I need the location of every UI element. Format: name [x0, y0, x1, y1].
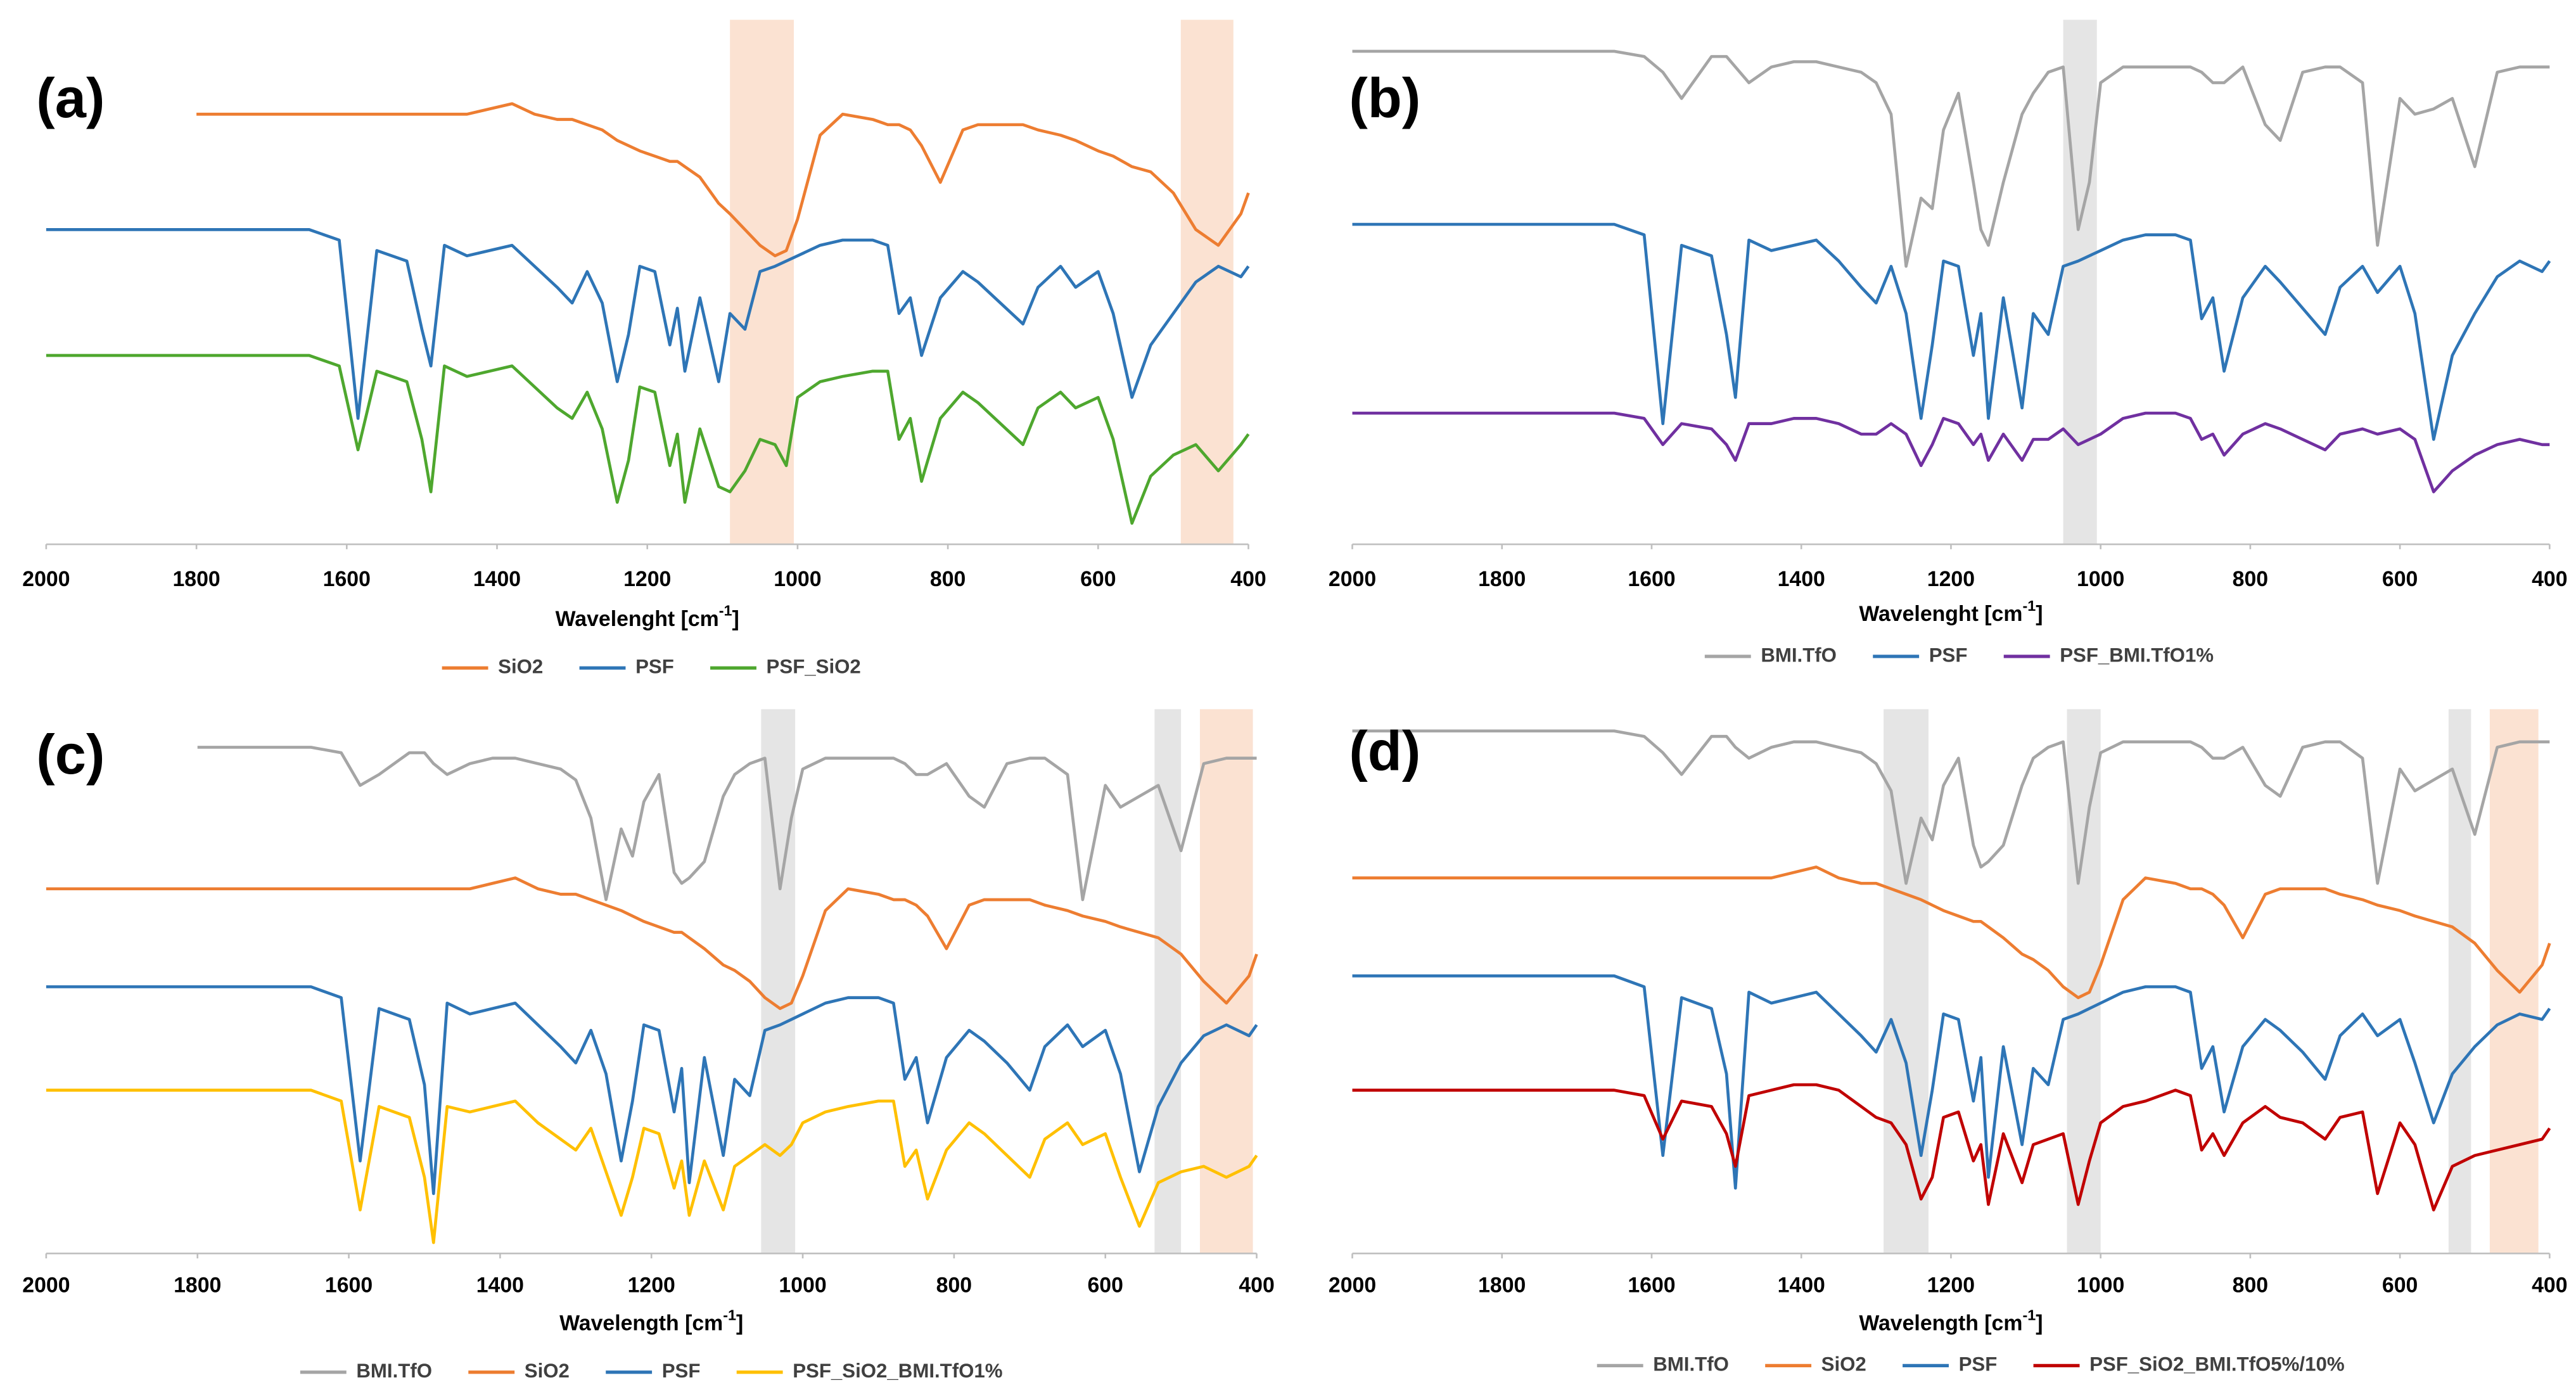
- spectrum-line: [1352, 865, 2551, 999]
- x-tick-label: 600: [1080, 567, 1116, 591]
- spectrum-line: [1352, 49, 2550, 268]
- spectrum-line: [197, 746, 1257, 902]
- x-tick-label: 1000: [2077, 1273, 2124, 1297]
- x-tick-label: 1800: [1478, 1273, 1526, 1297]
- legend-label: SiO2: [1821, 1353, 1866, 1376]
- x-axis-title-end: ]: [2036, 602, 2043, 626]
- x-tick-label: 1200: [628, 1273, 675, 1297]
- x-axis-title-sup: -1: [2022, 1306, 2036, 1323]
- x-axis-title-end: ]: [736, 1311, 743, 1335]
- x-tick-label: 600: [2382, 567, 2418, 591]
- spectrum-line: [1352, 411, 2550, 494]
- panel-label: (d): [1349, 720, 1420, 782]
- legend-label: PSF: [635, 655, 674, 677]
- x-tick-label: 1200: [1927, 1273, 1975, 1297]
- panel-label: (c): [36, 723, 105, 786]
- x-tick-label: 800: [930, 567, 966, 591]
- spectrum-line: [1352, 1083, 2551, 1211]
- legend-label: BMI.TfO: [356, 1360, 432, 1382]
- x-tick-label: 2000: [1329, 567, 1376, 591]
- spectrum-line: [46, 1089, 1258, 1244]
- x-tick-label: 400: [2532, 567, 2567, 591]
- highlight-band: [2489, 709, 2539, 1254]
- spectrum-line: [46, 228, 1250, 420]
- x-axis-title-sup: -1: [2022, 597, 2036, 614]
- x-tick-label: 1800: [174, 1273, 221, 1297]
- legend-label: SiO2: [525, 1360, 570, 1382]
- x-tick-label: 800: [2233, 567, 2268, 591]
- x-axis-title-sup: -1: [719, 603, 732, 619]
- highlight-band: [1154, 709, 1182, 1254]
- legend-label: PSF_SiO2: [767, 655, 861, 677]
- x-tick-label: 1600: [1628, 1273, 1675, 1297]
- legend-label: BMI.TfO: [1653, 1353, 1729, 1376]
- x-tick-label: 1400: [1778, 567, 1825, 591]
- spectrum-line: [1352, 222, 2551, 441]
- x-tick-label: 1800: [1478, 567, 1526, 591]
- x-axis-title-main: Wavelenght [cm: [556, 607, 719, 631]
- x-tick-label: 2000: [22, 567, 70, 591]
- x-tick-label: 1200: [1927, 567, 1975, 591]
- x-tick-label: 1600: [323, 567, 371, 591]
- x-axis-title: Wavelength [cm-1]: [1859, 1306, 2043, 1335]
- x-tick-label: 1800: [172, 567, 220, 591]
- spectrum-line: [196, 102, 1250, 258]
- x-tick-label: 1400: [473, 567, 521, 591]
- x-axis-title: Wavelenght [cm-1]: [1859, 597, 2043, 626]
- spectrum-line: [46, 354, 1250, 525]
- panel-label: (b): [1349, 67, 1420, 129]
- legend-label: PSF: [1929, 644, 1968, 666]
- x-tick-label: 600: [1087, 1273, 1123, 1297]
- x-tick-label: 1600: [325, 1273, 373, 1297]
- x-axis-title-end: ]: [732, 607, 739, 631]
- x-axis-title-main: Wavelength [cm: [559, 1311, 723, 1335]
- x-axis-title-main: Wavelenght [cm: [1859, 602, 2022, 626]
- x-tick-label: 1600: [1628, 567, 1675, 591]
- legend-label: PSF_SiO2_BMI.TfO5%/10%: [2089, 1353, 2345, 1376]
- x-tick-label: 1400: [1778, 1273, 1825, 1297]
- spectrum-line: [46, 985, 1258, 1196]
- x-tick-label: 400: [2532, 1273, 2567, 1297]
- x-tick-label: 1000: [2077, 567, 2124, 591]
- highlight-band: [2063, 20, 2097, 545]
- legend-label: PSF_SiO2_BMI.TfO1%: [793, 1360, 1002, 1382]
- panel-label: (a): [36, 67, 105, 129]
- x-axis-title-end: ]: [2036, 1311, 2043, 1335]
- x-tick-label: 800: [936, 1273, 972, 1297]
- spectrum-line: [46, 876, 1258, 1011]
- highlight-band: [730, 20, 794, 545]
- x-tick-label: 1000: [774, 567, 821, 591]
- highlight-band: [761, 709, 796, 1254]
- x-tick-label: 400: [1239, 1273, 1274, 1297]
- x-axis-title-sup: -1: [723, 1306, 736, 1323]
- x-tick-label: 1400: [476, 1273, 524, 1297]
- legend-label: BMI.TfO: [1761, 644, 1837, 666]
- highlight-band: [1180, 20, 1234, 545]
- x-axis-title: Wavelength [cm-1]: [559, 1306, 743, 1335]
- legend-label: PSF_BMI.TfO1%: [2060, 644, 2214, 666]
- legend-label: PSF: [1959, 1353, 1998, 1376]
- x-tick-label: 400: [1230, 567, 1266, 591]
- x-tick-label: 1200: [623, 567, 671, 591]
- x-axis-title-main: Wavelength [cm: [1859, 1311, 2022, 1335]
- x-tick-label: 1000: [779, 1273, 826, 1297]
- x-tick-label: 2000: [1329, 1273, 1376, 1297]
- spectrum-line: [1352, 729, 2550, 885]
- x-tick-label: 600: [2382, 1273, 2418, 1297]
- x-tick-label: 800: [2233, 1273, 2268, 1297]
- x-axis-title: Wavelenght [cm-1]: [556, 603, 739, 631]
- legend-label: SiO2: [498, 655, 543, 677]
- x-tick-label: 2000: [22, 1273, 70, 1297]
- legend-label: PSF: [662, 1360, 701, 1382]
